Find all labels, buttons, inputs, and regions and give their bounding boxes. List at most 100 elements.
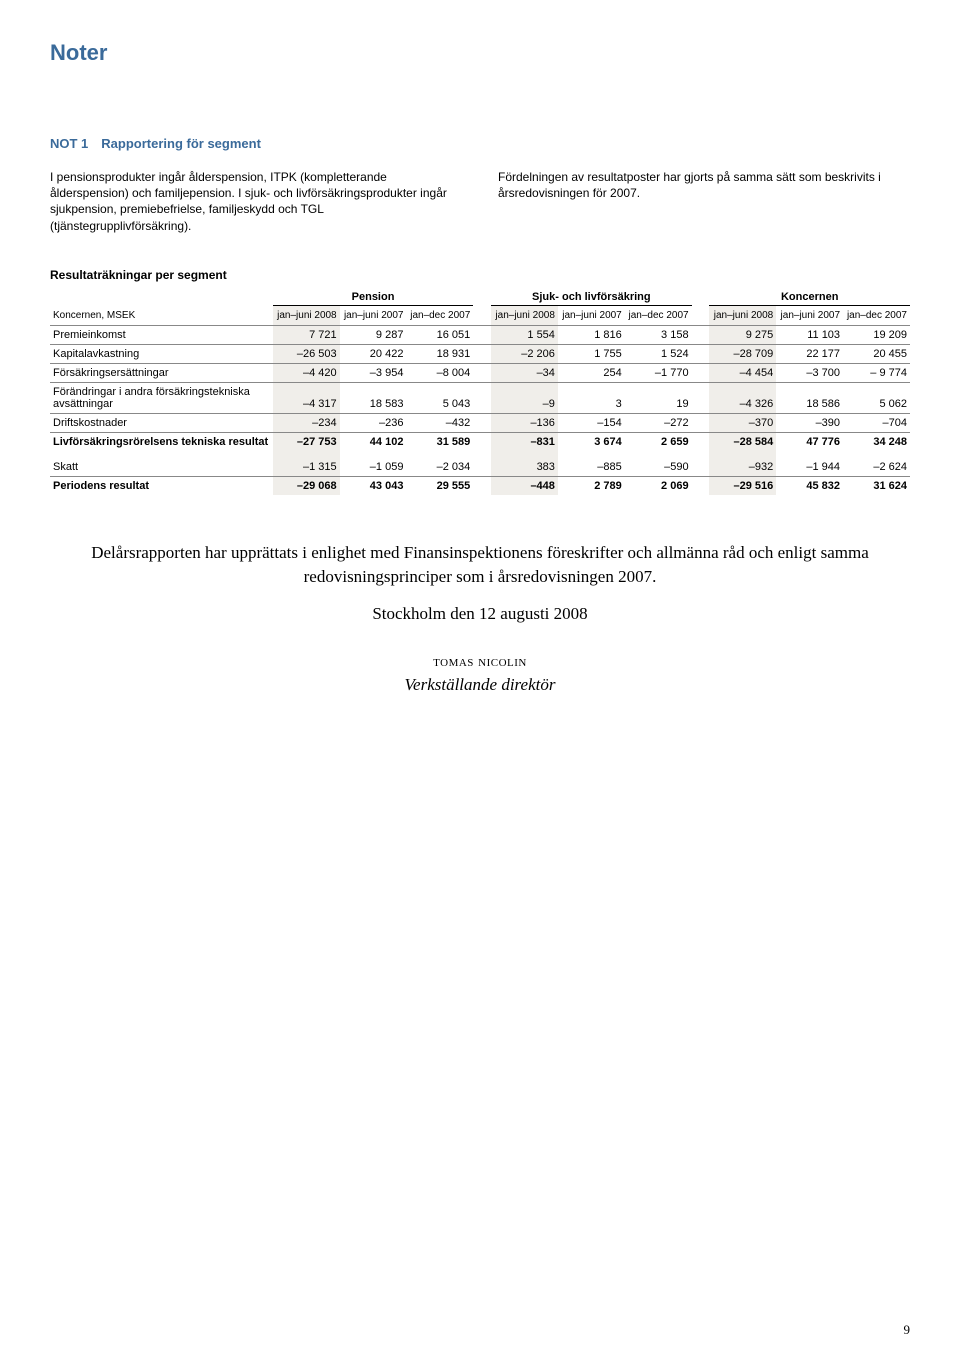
spacer [473,363,491,382]
cell: –1 315 [273,451,340,477]
cell: 29 555 [406,476,473,495]
cell: 5 062 [843,382,910,413]
cell: –2 206 [491,344,558,363]
closing-p2: Stockholm den 12 augusti 2008 [50,602,910,626]
cell: 5 043 [406,382,473,413]
cell: 47 776 [776,432,843,451]
spacer [692,344,710,363]
cell: –27 753 [273,432,340,451]
cell: –4 317 [273,382,340,413]
cell: 34 248 [843,432,910,451]
closing-name: tomas nicolin [50,652,910,673]
cell: 2 069 [625,476,692,495]
cell: –29 068 [273,476,340,495]
period-header: jan–juni 2007 [340,305,407,325]
cell: –370 [709,413,776,432]
segment-table: Pension Sjuk- och livförsäkring Koncerne… [50,288,910,495]
page-title: Noter [50,40,910,66]
closing-block: Delårsrapporten har upprättats i enlighe… [50,541,910,697]
cell: –9 [491,382,558,413]
period-header: jan–dec 2007 [625,305,692,325]
cell: 44 102 [340,432,407,451]
table-row: Kapitalavkastning–26 50320 42218 931–2 2… [50,344,910,363]
cell: 11 103 [776,325,843,344]
spacer [473,413,491,432]
table-row: Periodens resultat–29 06843 04329 555–44… [50,476,910,495]
cell: 2 659 [625,432,692,451]
row-label: Kapitalavkastning [50,344,273,363]
spacer [692,363,710,382]
cell: 3 158 [625,325,692,344]
cell: –4 454 [709,363,776,382]
cell: 31 624 [843,476,910,495]
table-row: Premieinkomst7 7219 28716 0511 5541 8163… [50,325,910,344]
cell: 16 051 [406,325,473,344]
page-number: 9 [904,1322,911,1338]
table-row: Livförsäkringsrörelsens tekniska resulta… [50,432,910,451]
period-header-row: Koncernen, MSEK jan–juni 2008 jan–juni 2… [50,305,910,325]
cell: –28 584 [709,432,776,451]
period-header: jan–juni 2008 [491,305,558,325]
table-row: Förändringar i andra försäkringstekniska… [50,382,910,413]
cell: 9 287 [340,325,407,344]
cell: –28 709 [709,344,776,363]
row-label: Förändringar i andra försäkringstekniska… [50,382,273,413]
spacer [692,325,710,344]
cell: –590 [625,451,692,477]
note-heading: NOT 1 Rapportering för segment [50,136,910,151]
cell: – 9 774 [843,363,910,382]
cell: 254 [558,363,625,382]
period-header: jan–dec 2007 [843,305,910,325]
cell: –704 [843,413,910,432]
row-label: Driftskostnader [50,413,273,432]
cell: 20 455 [843,344,910,363]
cell: 18 931 [406,344,473,363]
cell: –1 059 [340,451,407,477]
cell: 45 832 [776,476,843,495]
row-label: Livförsäkringsrörelsens tekniska resulta… [50,432,273,451]
cell: –448 [491,476,558,495]
cell: –236 [340,413,407,432]
intro-columns: I pensionsprodukter ingår ålderspension,… [50,169,910,234]
cell: –3 700 [776,363,843,382]
cell: 1 755 [558,344,625,363]
cell: –4 420 [273,363,340,382]
group-header: Sjuk- och livförsäkring [491,288,691,306]
period-header: jan–juni 2008 [709,305,776,325]
table-row: Driftskostnader–234–236–432–136–154–272–… [50,413,910,432]
closing-p1: Delårsrapporten har upprättats i enlighe… [50,541,910,589]
cell: –154 [558,413,625,432]
cell: –2 034 [406,451,473,477]
spacer [692,382,710,413]
cell: –3 954 [340,363,407,382]
spacer [473,476,491,495]
cell: –2 624 [843,451,910,477]
cell: 9 275 [709,325,776,344]
table-row: Försäkringsersättningar–4 420–3 954–8 00… [50,363,910,382]
cell: –136 [491,413,558,432]
cell: 1 554 [491,325,558,344]
cell: 7 721 [273,325,340,344]
cell: –390 [776,413,843,432]
spacer [692,413,710,432]
period-header: jan–juni 2007 [776,305,843,325]
period-header: jan–dec 2007 [406,305,473,325]
closing-role: Verkställande direktör [50,673,910,697]
cell: –932 [709,451,776,477]
row-label: Periodens resultat [50,476,273,495]
spacer [473,432,491,451]
spacer [473,344,491,363]
cell: 18 586 [776,382,843,413]
cell: –272 [625,413,692,432]
cell: 19 [625,382,692,413]
cell: –831 [491,432,558,451]
row-label: Premieinkomst [50,325,273,344]
group-header-row: Pension Sjuk- och livförsäkring Koncerne… [50,288,910,306]
cell: –29 516 [709,476,776,495]
cell: –4 326 [709,382,776,413]
cell: –26 503 [273,344,340,363]
row-head-label: Koncernen, MSEK [50,305,273,325]
intro-right: Fördelningen av resultatposter har gjort… [498,169,910,234]
row-label: Skatt [50,451,273,477]
row-label: Försäkringsersättningar [50,363,273,382]
